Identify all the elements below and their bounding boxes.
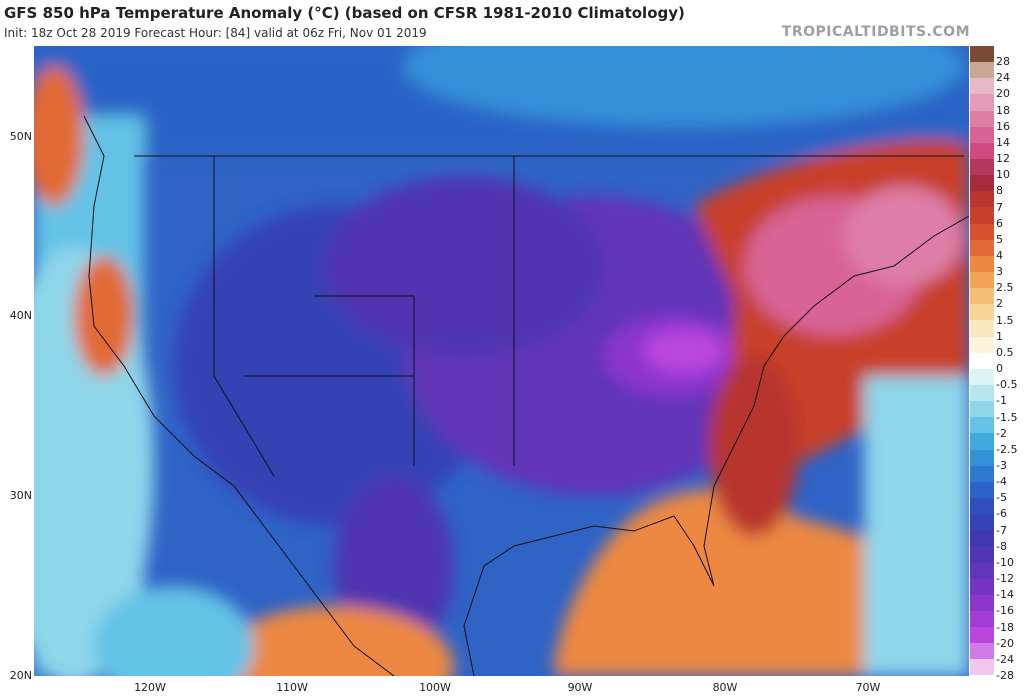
colorbar-swatch bbox=[970, 142, 994, 159]
colorbar-tick-label: -2 bbox=[996, 426, 1007, 440]
colorbar-swatch bbox=[970, 320, 994, 337]
colorbar-swatch bbox=[970, 481, 994, 498]
colorbar-tick-label: 2 bbox=[996, 297, 1003, 311]
colorbar-tick-label: -14 bbox=[996, 588, 1014, 602]
colorbar-tick-label: 3 bbox=[996, 265, 1003, 279]
colorbar-tick-label: 20 bbox=[996, 87, 1010, 101]
colorbar-tick-label: -4 bbox=[996, 475, 1007, 489]
colorbar-tick-label: 4 bbox=[996, 249, 1003, 262]
colorbar-swatch bbox=[970, 126, 994, 143]
colorbar-swatch bbox=[970, 610, 994, 628]
colorbar-tick-label: 1 bbox=[996, 329, 1003, 343]
colorbar-tick-label: -8 bbox=[996, 539, 1007, 553]
colorbar bbox=[970, 46, 994, 676]
colorbar-swatch bbox=[970, 46, 994, 63]
anomaly-map-svg bbox=[34, 46, 969, 676]
colorbar-tick-label: -24 bbox=[996, 652, 1014, 666]
lon-label-70w: 70W bbox=[855, 681, 881, 694]
anomaly-map[interactable] bbox=[34, 46, 969, 676]
lat-label-20n: 20N bbox=[9, 669, 32, 682]
colorbar-swatch bbox=[970, 223, 994, 240]
colorbar-swatch bbox=[970, 207, 994, 224]
colorbar-tick-label: 0 bbox=[996, 362, 1003, 376]
colorbar-swatch bbox=[970, 271, 994, 289]
colorbar-tick-label: 5 bbox=[996, 232, 1003, 246]
colorbar-swatch bbox=[970, 78, 994, 95]
colorbar-swatch bbox=[970, 417, 994, 434]
colorbar-swatch bbox=[970, 546, 994, 563]
anomaly-field bbox=[34, 46, 969, 676]
colorbar-swatch bbox=[970, 627, 994, 644]
colorbar-tick-label: 1.5 bbox=[996, 313, 1014, 327]
colorbar-swatch bbox=[970, 514, 994, 531]
colorbar-tick-label: -3 bbox=[996, 459, 1007, 472]
colorbar-swatch bbox=[970, 288, 994, 305]
colorbar-swatch bbox=[970, 255, 994, 272]
colorbar-tick-label: -2.5 bbox=[996, 442, 1018, 456]
colorbar-swatch bbox=[970, 191, 994, 208]
colorbar-tick-label: 24 bbox=[996, 71, 1010, 85]
colorbar-swatch bbox=[970, 368, 994, 385]
colorbar-tick-label: -6 bbox=[996, 507, 1007, 521]
lat-label-50n: 50N bbox=[9, 130, 32, 143]
colorbar-swatch bbox=[970, 94, 994, 111]
colorbar-tick-label: -0.5 bbox=[996, 378, 1018, 392]
colorbar-swatch bbox=[970, 304, 994, 321]
lon-label-120w: 120W bbox=[134, 681, 166, 694]
colorbar-tick-label: -1 bbox=[996, 394, 1007, 408]
colorbar-tick-label: -10 bbox=[996, 555, 1014, 569]
lon-label-100w: 100W bbox=[419, 681, 451, 694]
colorbar-swatch bbox=[970, 239, 994, 256]
colorbar-tick-label: 28 bbox=[996, 55, 1010, 69]
lon-label-110w: 110W bbox=[276, 681, 308, 694]
colorbar-tick-label: 16 bbox=[996, 119, 1010, 133]
colorbar-tick-label: -20 bbox=[996, 636, 1014, 650]
colorbar-swatch bbox=[970, 158, 994, 176]
colorbar-swatch bbox=[970, 110, 994, 127]
colorbar-swatch bbox=[970, 352, 994, 369]
colorbar-swatch bbox=[970, 497, 994, 515]
colorbar-tick-label: 2.5 bbox=[996, 281, 1014, 295]
colorbar-tick-label: 7 bbox=[996, 200, 1003, 214]
site-watermark: TROPICALTIDBITS.COM bbox=[781, 24, 970, 40]
colorbar-swatch bbox=[970, 465, 994, 482]
colorbar-tick-label: -18 bbox=[996, 620, 1014, 634]
colorbar-tick-label: -1.5 bbox=[996, 410, 1018, 424]
colorbar-tick-label: 8 bbox=[996, 184, 1003, 198]
colorbar-tick-label: -5 bbox=[996, 491, 1007, 505]
colorbar-swatch bbox=[970, 562, 994, 579]
colorbar-tick-label: -16 bbox=[996, 604, 1014, 618]
colorbar-swatch bbox=[970, 336, 994, 353]
colorbar-swatch bbox=[970, 449, 994, 466]
colorbar-swatch bbox=[970, 401, 994, 418]
colorbar-tick-label: 6 bbox=[996, 216, 1003, 230]
colorbar-swatch bbox=[970, 594, 994, 611]
colorbar-tick-label: 0.5 bbox=[996, 345, 1014, 359]
map-subtitle: Init: 18z Oct 28 2019 Forecast Hour: [84… bbox=[4, 26, 427, 40]
colorbar-swatch bbox=[970, 384, 994, 402]
colorbar-swatch bbox=[970, 530, 994, 547]
colorbar-tick-label: -7 bbox=[996, 523, 1007, 537]
colorbar-tick-label: 12 bbox=[996, 152, 1010, 166]
lon-label-90w: 90W bbox=[567, 681, 593, 694]
colorbar-swatch bbox=[970, 433, 994, 450]
lat-label-30n: 30N bbox=[9, 489, 32, 502]
map-title: GFS 850 hPa Temperature Anomaly (°C) (ba… bbox=[4, 4, 685, 22]
colorbar-tick-label: -28 bbox=[996, 669, 1014, 682]
colorbar-swatch bbox=[970, 175, 994, 192]
colorbar-labels: 28 24 20 18 16 14 12 10 8 7 6 5 4 3 2.5 2 1.5 1 0.5 0 -0.5 -1… bbox=[996, 46, 1024, 681]
colorbar-tick-label: -12 bbox=[996, 572, 1014, 586]
colorbar-swatch bbox=[970, 62, 994, 79]
coastlines bbox=[83, 115, 969, 676]
lat-label-40n: 40N bbox=[9, 309, 32, 322]
colorbar-swatch bbox=[970, 659, 994, 676]
lon-label-80w: 80W bbox=[712, 681, 738, 694]
colorbar-swatch bbox=[970, 578, 994, 595]
colorbar-tick-label: 14 bbox=[996, 135, 1010, 149]
colorbar-tick-label: 10 bbox=[996, 168, 1010, 182]
colorbar-tick-label: 18 bbox=[996, 103, 1010, 117]
colorbar-swatch bbox=[970, 643, 994, 660]
